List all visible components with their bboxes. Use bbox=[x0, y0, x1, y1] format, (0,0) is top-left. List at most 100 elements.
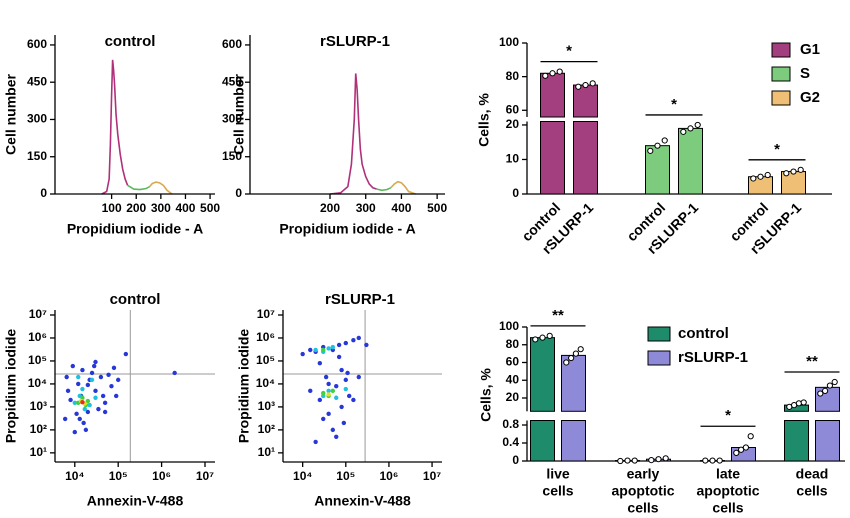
event-dot bbox=[343, 377, 348, 383]
y-tick-label: 80 bbox=[506, 69, 520, 83]
x-tick-label: 300 bbox=[151, 201, 171, 215]
event-dot bbox=[317, 360, 323, 366]
significance-label: ** bbox=[806, 353, 818, 370]
x-tick-label: 400 bbox=[175, 201, 195, 215]
x-tick-label: 400 bbox=[391, 201, 411, 215]
event-dot bbox=[89, 377, 95, 383]
y-tick-label: 10² bbox=[258, 422, 275, 436]
event-dot bbox=[356, 335, 361, 341]
panel-title: control bbox=[105, 33, 156, 50]
event-dot bbox=[76, 374, 81, 380]
replicate-dot bbox=[790, 168, 797, 175]
histogram-line bbox=[329, 73, 377, 195]
replicate-dot bbox=[783, 170, 790, 177]
replicate-dot bbox=[624, 457, 631, 464]
event-dot bbox=[308, 388, 313, 394]
y-tick-label: 450 bbox=[222, 74, 242, 88]
x-tick-label: early bbox=[627, 466, 660, 482]
panel-title: rSLURP-1 bbox=[320, 33, 390, 50]
y-tick-label: 10³ bbox=[258, 399, 275, 413]
y-tick-label: 10⁷ bbox=[257, 307, 275, 321]
panel-title: control bbox=[110, 291, 161, 308]
y-tick-label: 0.4 bbox=[502, 435, 519, 449]
event-dot bbox=[77, 416, 82, 422]
replicate-dot bbox=[568, 354, 575, 362]
event-dot bbox=[82, 406, 87, 412]
bar bbox=[573, 84, 598, 118]
replicate-dot bbox=[742, 444, 750, 451]
replicate-dot bbox=[648, 457, 655, 464]
bar bbox=[540, 72, 565, 118]
event-dot bbox=[313, 439, 318, 445]
event-dot bbox=[98, 374, 104, 380]
event-dot bbox=[308, 347, 313, 353]
y-tick-label: 10⁵ bbox=[256, 353, 275, 367]
y-tick-label: 10⁴ bbox=[256, 376, 275, 390]
legend-swatch bbox=[771, 66, 791, 82]
y-tick-label: 100 bbox=[499, 319, 519, 333]
histogram-line bbox=[376, 187, 392, 192]
event-dot bbox=[109, 383, 114, 389]
replicate-dot bbox=[542, 72, 549, 79]
event-dot bbox=[334, 434, 339, 439]
event-dot bbox=[114, 393, 119, 399]
event-dot bbox=[102, 409, 108, 415]
replicate-dot bbox=[655, 456, 662, 463]
y-axis-label: Cell number bbox=[3, 73, 19, 154]
y-tick-label: 450 bbox=[27, 74, 47, 88]
x-axis-label: Annexin-V-488 bbox=[314, 493, 411, 509]
event-dot bbox=[323, 374, 329, 380]
y-tick-label: 60 bbox=[506, 355, 520, 369]
event-dot bbox=[85, 382, 91, 388]
significance-label: * bbox=[671, 96, 677, 113]
y-axis-label: Propidium iodide bbox=[236, 329, 252, 444]
event-dot bbox=[317, 397, 323, 403]
replicate-dot bbox=[680, 128, 687, 135]
replicate-dot bbox=[822, 387, 829, 394]
y-axis-label: Propidium iodide bbox=[3, 329, 19, 444]
y-tick-label: 10 bbox=[506, 152, 520, 166]
replicate-dot bbox=[549, 70, 556, 77]
significance-label: * bbox=[725, 407, 731, 424]
replicate-dot bbox=[747, 433, 754, 440]
event-dot bbox=[93, 388, 98, 394]
event-dot bbox=[321, 347, 326, 353]
replicate-dot bbox=[572, 350, 580, 357]
replicate-dot bbox=[826, 382, 834, 389]
event-dot bbox=[326, 411, 331, 417]
x-axis-label: Propidium iodide - A bbox=[279, 221, 415, 237]
event-dot bbox=[343, 340, 348, 346]
event-dot bbox=[65, 388, 71, 394]
event-dot bbox=[300, 351, 305, 357]
event-dot bbox=[330, 427, 336, 433]
replicate-dot bbox=[563, 359, 570, 366]
x-axis-label: Propidium iodide - A bbox=[67, 221, 203, 237]
replicate-dot bbox=[539, 334, 546, 341]
bar bbox=[561, 420, 586, 462]
event-dot bbox=[341, 420, 347, 426]
x-tick-label: 10⁵ bbox=[109, 469, 128, 483]
y-axis-label: Cells, % bbox=[476, 93, 492, 147]
legend-label: rSLURP-1 bbox=[678, 349, 748, 366]
legend-swatch bbox=[771, 90, 791, 106]
event-dot bbox=[364, 342, 369, 348]
bar bbox=[573, 121, 598, 195]
bar bbox=[530, 420, 555, 462]
event-dot bbox=[339, 404, 344, 410]
event-dot bbox=[351, 338, 356, 343]
event-dot bbox=[111, 365, 117, 371]
replicate-dot bbox=[733, 449, 740, 456]
y-tick-label: 10⁶ bbox=[28, 330, 47, 344]
y-tick-label: 10² bbox=[30, 422, 47, 436]
y-tick-label: 0 bbox=[40, 186, 47, 200]
y-tick-label: 10⁴ bbox=[28, 376, 47, 390]
event-dot bbox=[93, 359, 98, 365]
x-tick-label: 200 bbox=[126, 201, 146, 215]
event-dot bbox=[330, 344, 336, 350]
x-tick-label: 500 bbox=[200, 201, 220, 215]
y-tick-label: 80 bbox=[506, 337, 520, 351]
event-dot bbox=[93, 395, 98, 400]
bar bbox=[678, 127, 703, 195]
legend-swatch bbox=[647, 350, 671, 366]
replicate-dot bbox=[556, 68, 563, 75]
